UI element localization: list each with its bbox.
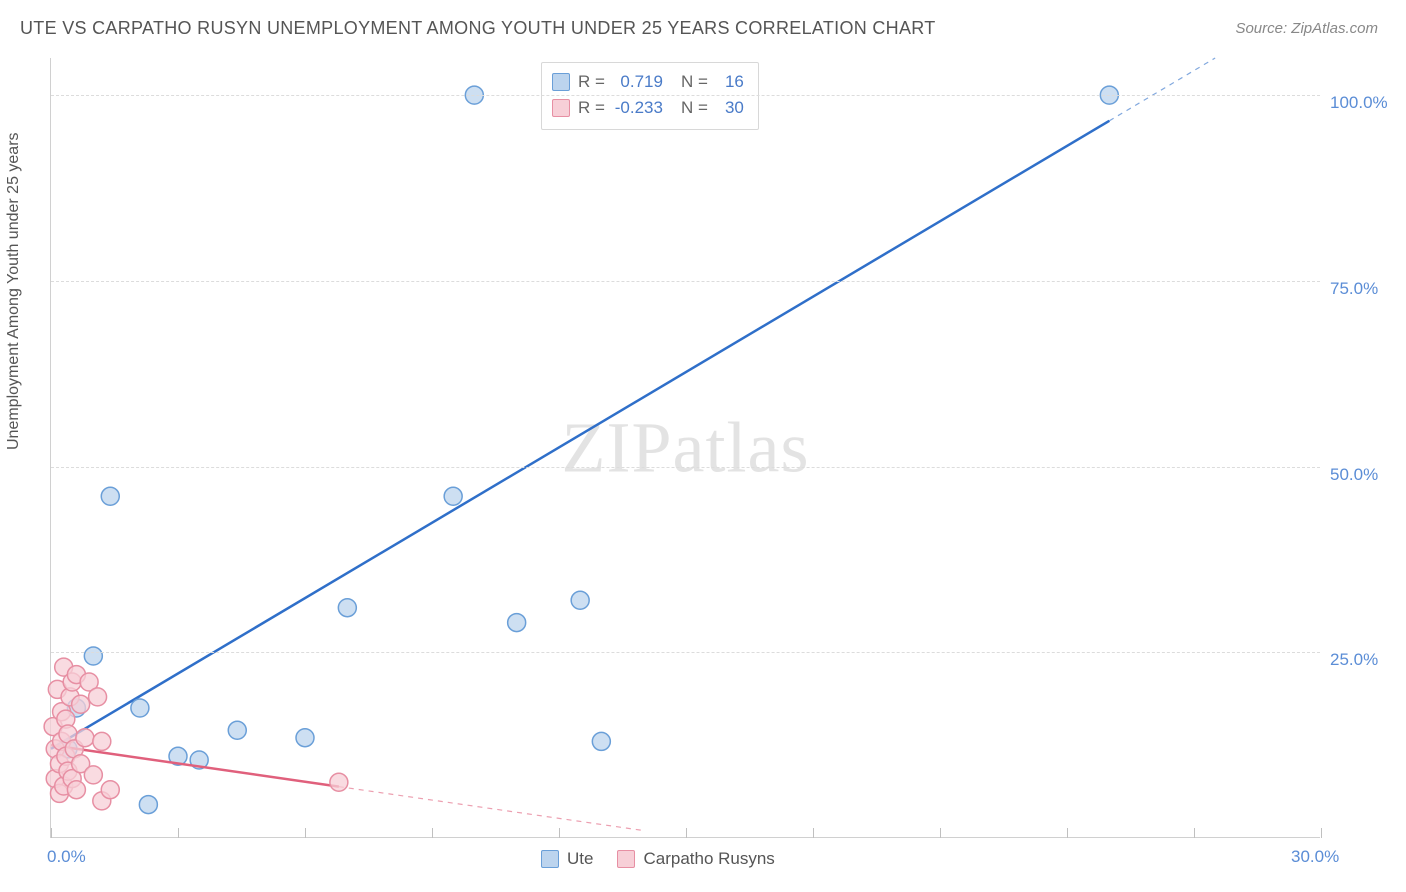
regression-line-solid (51, 121, 1109, 749)
x-tick (686, 828, 687, 838)
source-attribution: Source: ZipAtlas.com (1235, 20, 1378, 37)
y-tick-label: 25.0% (1330, 650, 1400, 670)
n-label: N = (681, 69, 708, 95)
gridline-h (51, 95, 1320, 96)
data-point (592, 732, 610, 750)
x-tick (51, 828, 52, 838)
gridline-h (51, 467, 1320, 468)
data-point (72, 695, 90, 713)
x-tick (305, 828, 306, 838)
x-tick (559, 828, 560, 838)
x-tick (1321, 828, 1322, 838)
r-value: -0.233 (613, 95, 663, 121)
data-point (76, 729, 94, 747)
legend-item: Carpatho Rusyns (617, 849, 774, 869)
data-point (67, 781, 85, 799)
data-point (338, 599, 356, 617)
data-point (131, 699, 149, 717)
legend-swatch (541, 850, 559, 868)
regression-line-dashed (339, 787, 644, 831)
x-tick (813, 828, 814, 838)
legend-swatch (617, 850, 635, 868)
data-point (508, 614, 526, 632)
x-tick (432, 828, 433, 838)
legend-swatch (552, 99, 570, 117)
y-tick-label: 50.0% (1330, 465, 1400, 485)
r-label: R = (578, 95, 605, 121)
n-label: N = (681, 95, 708, 121)
regression-line-dashed (1109, 58, 1215, 121)
x-tick-label: 30.0% (1291, 847, 1339, 867)
data-point (139, 796, 157, 814)
x-tick-label: 0.0% (47, 847, 86, 867)
r-label: R = (578, 69, 605, 95)
n-value: 16 (716, 69, 744, 95)
x-tick (1067, 828, 1068, 838)
r-value: 0.719 (613, 69, 663, 95)
x-tick (940, 828, 941, 838)
stats-legend-row: R = 0.719 N = 16 (552, 69, 744, 95)
legend-label: Ute (567, 849, 593, 869)
data-point (330, 773, 348, 791)
data-point (296, 729, 314, 747)
y-tick-label: 100.0% (1330, 93, 1400, 113)
legend-item: Ute (541, 849, 593, 869)
gridline-h (51, 652, 1320, 653)
stats-legend-row: R = -0.233 N = 30 (552, 95, 744, 121)
legend-label: Carpatho Rusyns (643, 849, 774, 869)
data-point (228, 721, 246, 739)
chart-container: UTE VS CARPATHO RUSYN UNEMPLOYMENT AMONG… (0, 0, 1406, 892)
data-point (571, 591, 589, 609)
y-tick-label: 75.0% (1330, 279, 1400, 299)
data-point (101, 487, 119, 505)
gridline-h (51, 281, 1320, 282)
y-axis-label: Unemployment Among Youth under 25 years (5, 132, 23, 450)
plot-area: ZIPatlas R =0.719N =16R =-0.233N =30 Ute… (50, 58, 1320, 838)
chart-title: UTE VS CARPATHO RUSYN UNEMPLOYMENT AMONG… (20, 18, 936, 39)
data-point (93, 732, 111, 750)
data-point (89, 688, 107, 706)
n-value: 30 (716, 95, 744, 121)
x-tick (1194, 828, 1195, 838)
x-tick (178, 828, 179, 838)
data-point (101, 781, 119, 799)
series-legend: Ute Carpatho Rusyns (541, 849, 775, 869)
data-point (84, 766, 102, 784)
data-point (84, 647, 102, 665)
legend-swatch (552, 73, 570, 91)
scatter-svg (51, 58, 1320, 837)
data-point (444, 487, 462, 505)
